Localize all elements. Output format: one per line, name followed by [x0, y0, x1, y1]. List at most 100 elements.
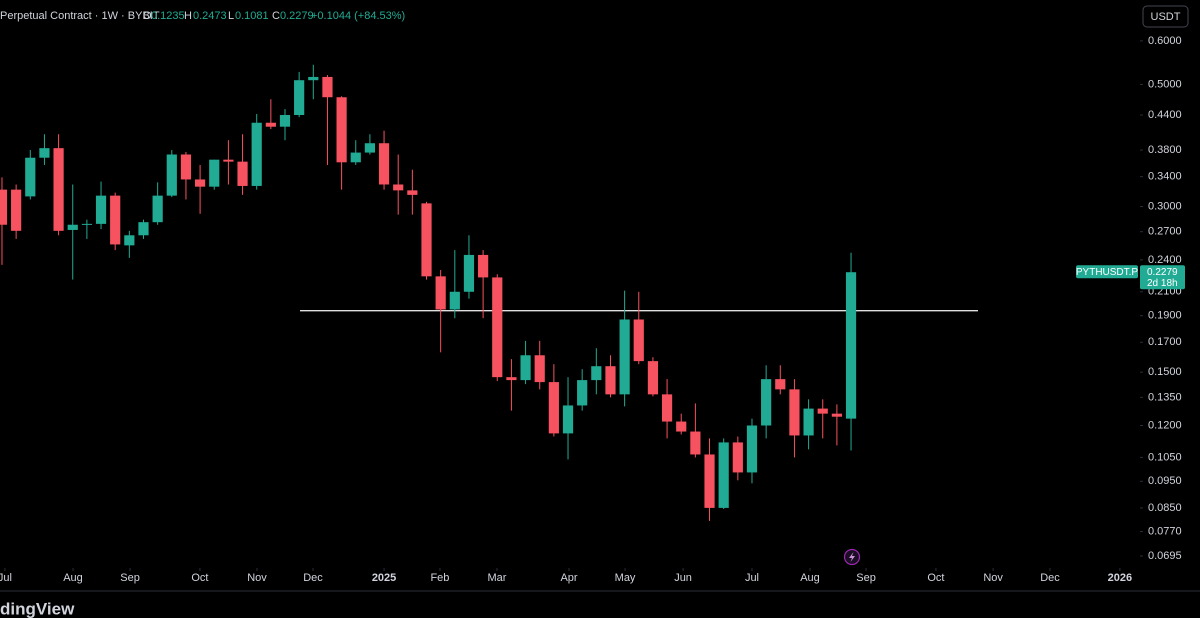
- candle-body: [534, 355, 545, 383]
- x-tick-label: Sep: [120, 572, 140, 584]
- candle-body: [492, 277, 503, 378]
- candle-body: [393, 184, 404, 191]
- candle: [407, 169, 418, 215]
- candle-body: [845, 272, 857, 419]
- candle-body: [279, 115, 291, 127]
- y-tick-label: 0.2700: [1148, 226, 1182, 238]
- candle-body: [124, 235, 135, 246]
- candle: [25, 150, 36, 200]
- candle: [845, 252, 857, 451]
- x-tick-label: May: [615, 572, 636, 584]
- x-tick-label: Nov: [247, 572, 267, 584]
- candle-body: [775, 379, 786, 390]
- candle: [39, 134, 50, 165]
- candle: [449, 250, 460, 319]
- candle-body: [577, 380, 588, 406]
- y-tick-label: 0.0950: [1148, 475, 1182, 487]
- ohlc-letter: L: [228, 10, 234, 22]
- y-tick-label: 0.1200: [1148, 419, 1182, 431]
- candle: [775, 365, 786, 395]
- ohlc-letter: H: [184, 10, 192, 22]
- candle: [124, 230, 135, 258]
- currency-button[interactable]: [1142, 5, 1189, 28]
- candle-body: [95, 195, 107, 224]
- x-tick-label: Jun: [674, 572, 692, 584]
- candle-body: [548, 382, 559, 434]
- candle-body: [633, 319, 644, 362]
- candle: [435, 270, 446, 353]
- candle: [676, 413, 687, 435]
- price-tag: 0.2279: [1147, 267, 1178, 278]
- candle: [180, 151, 192, 200]
- candle: [378, 130, 390, 190]
- candle: [95, 181, 107, 230]
- y-tick-label: 0.1700: [1148, 336, 1182, 348]
- candle: [251, 113, 262, 190]
- candle: [647, 357, 659, 397]
- candle-body: [251, 122, 262, 186]
- x-tick-label: Feb: [430, 572, 449, 584]
- y-tick-label: 0.4400: [1148, 109, 1182, 121]
- candle: [534, 340, 545, 390]
- event-bolt[interactable]: [849, 552, 855, 562]
- candle-body: [265, 122, 276, 127]
- candle-body: [676, 421, 687, 432]
- candle-body: [520, 355, 531, 381]
- candle-body: [506, 377, 517, 381]
- x-tick-label: 2025: [372, 572, 396, 584]
- candle-body: [110, 195, 121, 245]
- candle-body: [803, 408, 814, 436]
- ohlc-letter: C: [272, 10, 280, 22]
- candle: [152, 182, 163, 225]
- price-tag-bg: [1140, 265, 1185, 290]
- candle-body: [11, 189, 22, 231]
- candle-body: [463, 254, 475, 292]
- y-tick-label: 0.3800: [1148, 144, 1182, 156]
- candle-body: [209, 159, 220, 187]
- candle: [393, 154, 404, 215]
- candle-body: [308, 76, 319, 81]
- x-tick-label: Apr: [560, 572, 577, 584]
- ohlc-value: 0.1235: [151, 10, 185, 22]
- y-tick-label: 0.5000: [1148, 78, 1182, 90]
- candle-body: [435, 276, 446, 310]
- candle: [209, 159, 220, 190]
- candle-body: [350, 152, 361, 163]
- candle: [110, 192, 121, 251]
- currency-label[interactable]: USDT: [1151, 11, 1181, 23]
- x-tick-label: Nov: [983, 572, 1003, 584]
- candle: [548, 364, 559, 437]
- candle-body: [421, 203, 432, 277]
- candle: [279, 109, 291, 141]
- candle-body: [25, 157, 36, 197]
- events-icon[interactable]: [843, 548, 861, 566]
- candle: [803, 399, 814, 450]
- countdown: 2d 18h: [1147, 278, 1178, 289]
- candle: [336, 96, 347, 190]
- candle-body: [364, 143, 375, 153]
- candle-body: [180, 154, 192, 180]
- symbol-tag: PYTHUSDT.P: [1076, 267, 1139, 278]
- candle: [761, 365, 772, 439]
- candle: [789, 379, 800, 458]
- candle: [746, 418, 758, 484]
- candle: [520, 340, 531, 385]
- candle-body: [53, 148, 64, 231]
- x-tick-label: Aug: [800, 572, 820, 584]
- candle-body: [619, 319, 630, 395]
- candle-body: [223, 159, 234, 162]
- candle: [0, 177, 8, 265]
- candle: [223, 140, 234, 185]
- candle-body: [81, 223, 92, 225]
- candle-body: [152, 195, 163, 223]
- y-tick-label: 0.1500: [1148, 366, 1182, 378]
- candle: [364, 134, 375, 155]
- x-tick-label: Mar: [488, 572, 507, 584]
- candle: [308, 64, 319, 100]
- candle-body: [831, 413, 842, 417]
- y-tick-label: 0.2400: [1148, 254, 1182, 266]
- x-tick-label: Jul: [0, 572, 12, 584]
- y-tick-label: 0.1350: [1148, 391, 1182, 403]
